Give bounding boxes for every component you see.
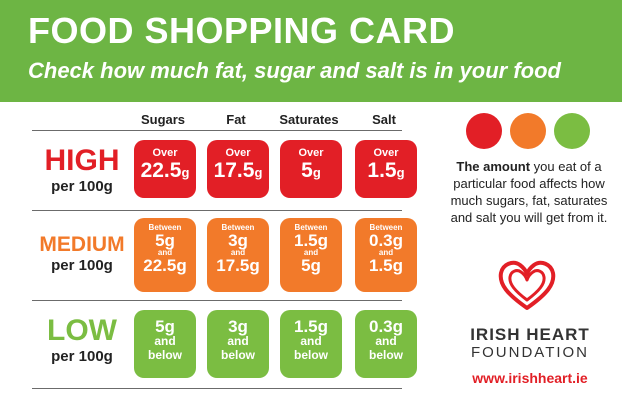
badge-unit: g: [312, 164, 321, 180]
level-medium: MEDIUM: [39, 233, 125, 256]
badge-suffix-and: and: [227, 334, 249, 348]
orange-circle: [510, 113, 546, 149]
description-part2: you eat of a particular food affects how…: [450, 159, 608, 225]
badge-prefix: Over: [152, 147, 178, 159]
badge-suffix-and: and: [375, 334, 397, 348]
badge-prefix: Over: [373, 147, 399, 159]
badge-low-salt: 0.3g and below: [355, 310, 417, 378]
badge-value: 5g: [155, 317, 175, 336]
badge-high-sugars: Over 22.5g: [134, 140, 196, 198]
badge-high-value: 1.5g: [368, 256, 404, 275]
row-label-high: HIGH per 100g: [32, 144, 132, 196]
divider-top: [32, 130, 402, 131]
divider-bottom: [32, 388, 402, 389]
badge-low-saturates: 1.5g and below: [280, 310, 342, 378]
description-emphasis: amount: [483, 159, 531, 174]
badge-medium-salt: Between 0.3g and 1.5g: [355, 218, 417, 292]
badge-and: and: [230, 248, 246, 257]
column-header-saturates: Saturates: [279, 112, 339, 127]
badge-high-salt: Over 1.5g: [355, 140, 417, 198]
badge-prefix: Over: [298, 147, 324, 159]
badge-low-value: 3g: [228, 231, 248, 250]
badge-and: and: [378, 248, 394, 257]
card-title: FOOD SHOPPING CARD: [28, 10, 456, 51]
badge-suffix-and: and: [300, 334, 322, 348]
badge-high-value: 17.5g: [216, 256, 260, 275]
column-header-salt: Salt: [372, 112, 396, 127]
badge-low-value: 0.3g: [368, 231, 404, 250]
per-100g-label: per 100g: [51, 257, 113, 274]
badge-low-value: 5g: [155, 231, 175, 250]
green-circle: [554, 113, 590, 149]
badge-prefix: Over: [225, 147, 251, 159]
badge-medium-sugars: Between 5g and 22.5g: [134, 218, 196, 292]
badge-high-saturates: Over 5g: [280, 140, 342, 198]
badge-prefix: Between: [369, 223, 403, 232]
badge-prefix: Between: [221, 223, 255, 232]
badge-low-value: 1.5g: [293, 231, 329, 250]
badge-unit: g: [181, 164, 190, 180]
badge-and: and: [303, 248, 319, 257]
badge-high-value: 22.5g: [143, 256, 187, 275]
badge-value: 1.5g: [293, 317, 329, 336]
column-header-fat: Fat: [226, 112, 246, 127]
divider-high-medium: [32, 210, 402, 211]
badge-and: and: [157, 248, 173, 257]
red-circle: [466, 113, 502, 149]
badge-unit: g: [254, 164, 263, 180]
badge-prefix: Between: [148, 223, 182, 232]
badge-medium-saturates: Between 1.5g and 5g: [280, 218, 342, 292]
per-100g-label: per 100g: [51, 348, 113, 365]
column-header-sugars: Sugars: [140, 112, 186, 127]
badge-high-value: 5g: [301, 256, 321, 275]
badge-prefix: Between: [294, 223, 328, 232]
badge-value: 1.5: [367, 158, 397, 182]
card-subtitle: Check how much fat, sugar and salt is in…: [28, 58, 561, 83]
badge-suffix-below: below: [220, 347, 255, 362]
badge-suffix-below: below: [147, 347, 182, 362]
description-part1: The: [456, 159, 484, 174]
badge-value: 5: [301, 158, 313, 182]
badge-high-fat: Over 17.5g: [207, 140, 269, 198]
per-100g-label: per 100g: [51, 178, 113, 195]
badge-suffix-below: below: [368, 347, 403, 362]
badge-value: 17.5: [213, 158, 255, 182]
badge-unit: g: [396, 164, 405, 180]
heart-icon: [498, 260, 556, 310]
badge-suffix-below: below: [293, 347, 328, 362]
badge-value: 0.3g: [368, 317, 404, 336]
badge-low-fat: 3g and below: [207, 310, 269, 378]
level-low: LOW: [47, 314, 117, 347]
badge-medium-fat: Between 3g and 17.5g: [207, 218, 269, 292]
badge-low-sugars: 5g and below: [134, 310, 196, 378]
row-label-medium: MEDIUM per 100g: [32, 234, 132, 274]
level-high: HIGH: [44, 144, 120, 177]
description-text: The amount you eat of a particular food …: [444, 158, 614, 226]
org-name-line1: IRISH HEART: [470, 325, 590, 344]
row-label-low: LOW per 100g: [32, 314, 132, 366]
badge-suffix-and: and: [154, 334, 176, 348]
badge-value: 22.5: [140, 158, 182, 182]
org-name-line2: FOUNDATION: [470, 344, 590, 361]
header-banner: FOOD SHOPPING CARD Check how much fat, s…: [0, 0, 622, 102]
badge-value: 3g: [228, 317, 248, 336]
divider-medium-low: [32, 300, 402, 301]
website-link[interactable]: www.irishheart.ie: [472, 370, 588, 386]
